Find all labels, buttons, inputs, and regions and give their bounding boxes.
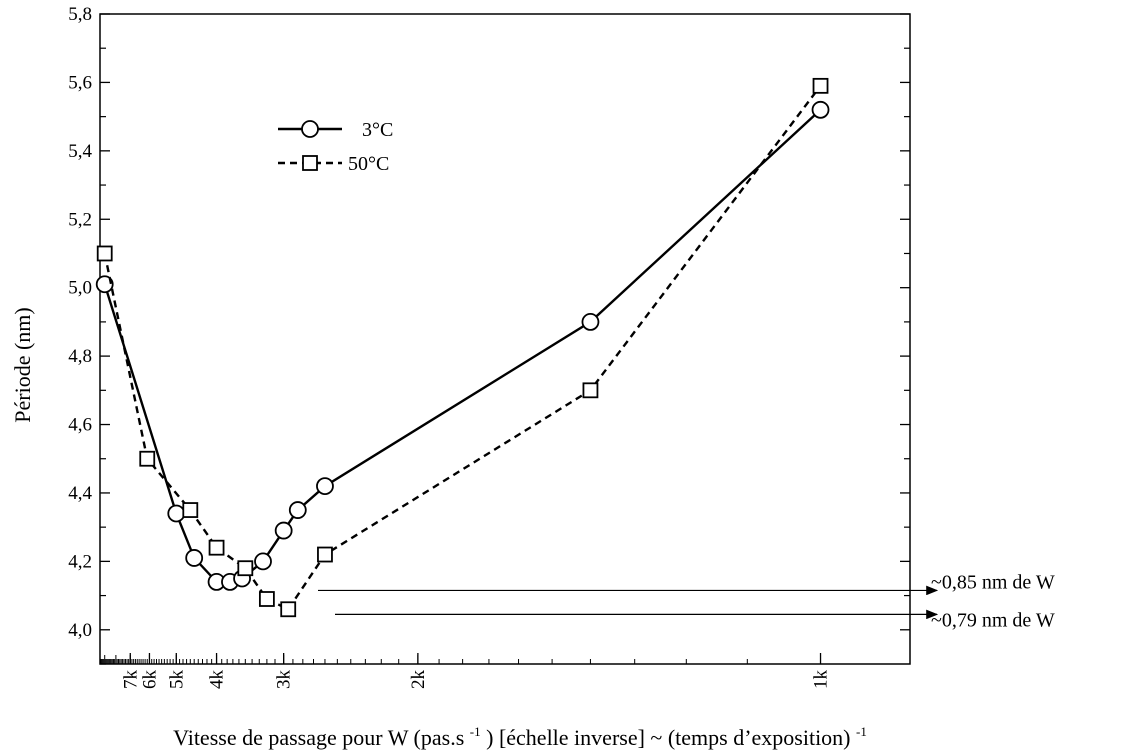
data-point xyxy=(254,552,272,571)
x-axis-title: Vitesse de passage pour W (pas.s -1 ) [é… xyxy=(173,716,867,750)
x-axis-title-sup2: -1 xyxy=(856,724,867,739)
plot-border xyxy=(99,13,911,665)
data-point xyxy=(95,275,114,294)
data-point xyxy=(167,504,186,523)
series-line xyxy=(103,108,822,584)
data-point xyxy=(811,100,830,119)
x-tick-label: 7k xyxy=(120,670,141,690)
y-tick-label: 4,0 xyxy=(68,620,92,641)
series-1 xyxy=(96,77,829,618)
x-tick-label: 2k xyxy=(408,670,429,690)
legend-marker xyxy=(302,155,318,171)
series-layer xyxy=(95,77,830,618)
annotations: ~0,85 nm de W ~0,79 nm de W xyxy=(318,571,1055,631)
y-tick-label: 4,4 xyxy=(68,483,92,504)
x-tick-label: 4k xyxy=(207,670,228,690)
data-point xyxy=(581,312,600,331)
annotation-label: ~0,85 nm de W xyxy=(931,571,1055,593)
y-tick-label: 4,6 xyxy=(68,415,92,436)
x-axis-title-mid: ) [échelle inverse] ~ (temps d’expositio… xyxy=(486,725,850,750)
y-tick-label: 4,2 xyxy=(68,551,92,572)
x-axis-title-main: Vitesse de passage pour W (pas.s xyxy=(173,725,464,750)
data-point xyxy=(96,245,113,262)
data-point xyxy=(237,560,254,577)
data-point xyxy=(258,591,275,607)
data-point xyxy=(185,549,204,567)
data-point xyxy=(208,539,225,556)
data-point xyxy=(582,382,599,399)
y-tick-label: 5,2 xyxy=(68,209,92,230)
data-point xyxy=(139,450,156,467)
y-axis: 4,0 4,2 4,4 4,6 4,8 5,0 5,2 5,4 5,6 5,8 xyxy=(68,4,910,665)
legend-label: 3°C xyxy=(362,119,393,141)
x-tick-label: 5k xyxy=(166,670,187,690)
y-tick-label: 5,8 xyxy=(68,4,92,25)
x-axis-title-sup1: -1 xyxy=(470,724,481,739)
data-point xyxy=(316,477,334,496)
legend-label: 50°C xyxy=(348,153,389,175)
y-axis-title: Période (nm) xyxy=(10,307,35,422)
series-line xyxy=(103,85,822,611)
y-tick-label: 4,8 xyxy=(68,346,92,367)
data-point xyxy=(274,521,293,540)
plot-frame xyxy=(99,13,911,665)
legend: 3°C 50°C xyxy=(278,119,393,175)
annotation-label: ~0,79 nm de W xyxy=(931,609,1055,631)
legend-marker xyxy=(301,120,319,138)
data-point xyxy=(182,502,199,518)
x-tick-label: 6k xyxy=(139,670,160,690)
data-point xyxy=(288,501,307,519)
data-point xyxy=(317,546,333,563)
x-tick-label: 1k xyxy=(811,670,832,690)
data-point xyxy=(812,77,829,94)
x-tick-label: 3k xyxy=(274,670,295,690)
y-tick-label: 5,0 xyxy=(68,278,92,299)
data-point xyxy=(280,601,297,618)
y-tick-label: 5,6 xyxy=(68,72,92,93)
series-0 xyxy=(95,100,830,591)
y-tick-label: 5,4 xyxy=(68,141,92,162)
